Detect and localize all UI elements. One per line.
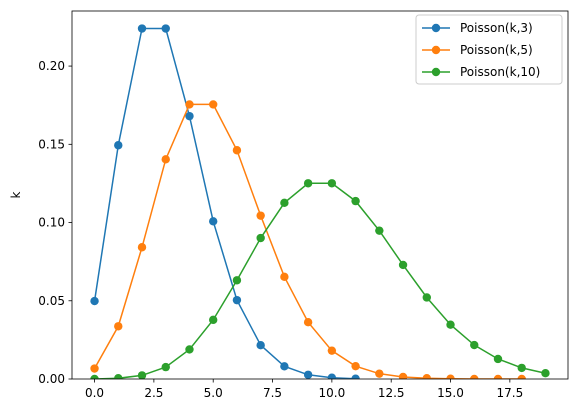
legend: Poisson(k,3) Poisson(k,5) Poisson(k,10) [415, 14, 563, 85]
data-point [161, 362, 170, 372]
data-point [114, 374, 123, 379]
data-point [470, 340, 479, 350]
data-point [232, 295, 242, 305]
data-point [422, 374, 431, 379]
data-point [375, 369, 384, 378]
data-point [185, 345, 194, 354]
data-point [327, 179, 337, 188]
x-axis: 0.0 2.5 5.0 7.5 10.0 12.5 15.0 17.5 [85, 379, 523, 400]
y-tick-label: 0.20 [38, 59, 65, 73]
data-point [446, 320, 455, 329]
x-tick-label: 10.0 [319, 386, 346, 400]
data-point [209, 315, 218, 325]
legend-label: Poisson(k,5) [460, 43, 533, 57]
data-point [517, 363, 526, 373]
data-point [303, 318, 313, 327]
data-point [280, 362, 289, 371]
data-point [232, 276, 242, 285]
data-point [256, 233, 265, 243]
series-poisson-k-3 [90, 24, 360, 379]
data-point [351, 196, 360, 206]
data-point [114, 141, 123, 150]
legend-item: Poisson(k,5) [422, 43, 533, 57]
y-tick-label: 0.15 [38, 137, 65, 151]
legend-item: Poisson(k,3) [422, 21, 533, 35]
legend-marker [431, 67, 441, 77]
x-tick-label: 7.5 [263, 386, 282, 400]
legend-label: Poisson(k,10) [460, 65, 540, 79]
data-point [303, 179, 313, 188]
data-point [185, 100, 194, 109]
legend-item: Poisson(k,10) [422, 65, 540, 79]
data-point [470, 374, 479, 379]
legend-marker [431, 45, 441, 55]
data-point [351, 374, 360, 379]
data-point [114, 322, 123, 331]
data-point [161, 155, 170, 164]
data-point [327, 373, 337, 379]
data-point [303, 370, 313, 379]
data-point [209, 217, 218, 226]
series-line [93, 27, 356, 379]
data-point [232, 146, 242, 155]
x-tick-label: 17.5 [496, 386, 523, 400]
x-tick-label: 15.0 [437, 386, 464, 400]
data-point [541, 369, 550, 378]
data-point [90, 296, 99, 306]
data-point [90, 364, 99, 373]
data-point [90, 374, 99, 379]
data-point [398, 372, 408, 379]
data-point [493, 354, 503, 364]
series-poisson-k-5 [90, 100, 526, 379]
y-tick-label: 0.00 [38, 372, 65, 386]
data-point [137, 371, 147, 379]
legend-label: Poisson(k,3) [460, 21, 533, 35]
x-tick-label: 2.5 [144, 386, 163, 400]
data-point [375, 226, 384, 235]
data-point [327, 346, 337, 355]
series-poisson-k-10 [90, 179, 550, 379]
series-line [94, 182, 546, 379]
data-point [422, 293, 431, 302]
x-tick-label: 5.0 [204, 386, 223, 400]
data-point [280, 198, 289, 208]
data-point [446, 374, 455, 379]
data-point [137, 24, 147, 33]
plot-frame [71, 10, 569, 380]
data-point [256, 211, 265, 220]
data-point [161, 24, 170, 33]
x-tick-label: 0.0 [85, 386, 104, 400]
data-point [493, 374, 503, 379]
data-point [517, 374, 526, 379]
x-tick-label: 12.5 [378, 386, 405, 400]
data-point [209, 100, 218, 109]
data-point [185, 111, 194, 121]
legend-frame [415, 14, 563, 85]
series-line [93, 103, 522, 379]
data-point [137, 243, 147, 252]
data-point [280, 272, 289, 282]
y-tick-label: 0.10 [38, 216, 65, 230]
y-tick-label: 0.05 [38, 294, 65, 308]
data-point [256, 341, 265, 350]
data-point [351, 361, 360, 371]
y-axis: 0.00 0.05 0.10 0.15 0.20 [38, 59, 72, 386]
legend-marker [431, 23, 441, 33]
y-axis-label: k [9, 191, 23, 198]
data-point [398, 260, 408, 270]
